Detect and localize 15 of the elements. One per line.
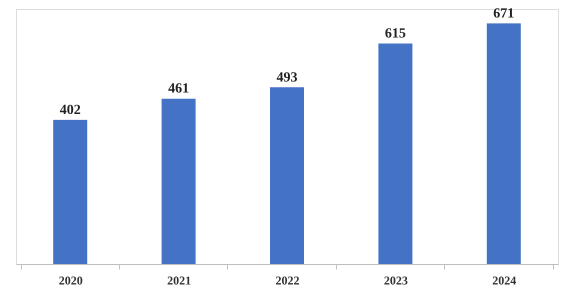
data-label: 671 <box>493 6 514 22</box>
bar <box>270 87 304 264</box>
data-label: 461 <box>168 82 190 97</box>
x-tick-label: 2020 <box>58 274 83 288</box>
bar <box>378 44 412 264</box>
bar <box>162 98 196 264</box>
data-label: 402 <box>60 102 81 118</box>
data-label: 615 <box>384 26 406 42</box>
bar <box>486 23 521 264</box>
x-tick-label: 2021 <box>167 274 192 288</box>
x-tick-label: 2023 <box>384 274 408 288</box>
bar <box>53 120 88 264</box>
data-label: 493 <box>276 70 298 86</box>
x-tick-label: 2022 <box>276 274 300 288</box>
x-tick-label: 2024 <box>492 274 516 288</box>
